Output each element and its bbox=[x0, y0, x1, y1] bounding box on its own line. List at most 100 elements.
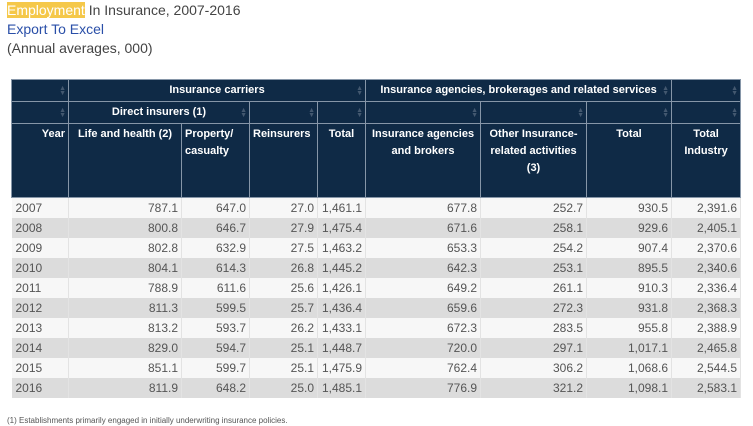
total-industry-cell: 2,388.9 bbox=[671, 318, 742, 338]
header-blank-mid-other: ▲ ▼ bbox=[480, 101, 588, 124]
life-health-cell: 829.0 bbox=[68, 338, 182, 358]
year-cell: 2016 bbox=[11, 378, 69, 398]
table-row: 2016 811.9 648.2 25.0 1,485.1 776.9 321.… bbox=[11, 378, 742, 398]
total-agencies-cell: 931.8 bbox=[586, 298, 673, 318]
life-health-cell: 788.9 bbox=[68, 278, 182, 298]
agencies-cell: 720.0 bbox=[365, 338, 482, 358]
header-insurance-agencies[interactable]: Insurance agencies, brokerages and relat… bbox=[365, 79, 673, 102]
total-agencies-cell: 930.5 bbox=[586, 197, 673, 218]
sort-icon[interactable]: ▲ ▼ bbox=[59, 106, 66, 119]
property-casualty-cell: 599.5 bbox=[181, 298, 250, 318]
total-carriers-cell: 1,461.1 bbox=[317, 197, 367, 218]
header-direct-insurers[interactable]: Direct insurers (1) ▲ ▼ bbox=[68, 101, 250, 124]
agencies-cell: 659.6 bbox=[365, 298, 482, 318]
year-cell: 2012 bbox=[11, 298, 69, 318]
sort-icon[interactable]: ▲ ▼ bbox=[731, 84, 739, 97]
total-agencies-cell: 1,068.6 bbox=[586, 358, 673, 378]
total-carriers-cell: 1,426.1 bbox=[317, 278, 367, 298]
agencies-cell: 653.3 bbox=[365, 238, 482, 258]
header-total-carriers[interactable]: Total bbox=[316, 123, 367, 198]
other-activities-cell: 306.2 bbox=[480, 358, 588, 378]
sort-icon[interactable]: ▲ ▼ bbox=[308, 106, 315, 119]
header-total-agencies[interactable]: Total bbox=[586, 123, 673, 198]
table-row: 2010 804.1 614.3 26.8 1,445.2 642.3 253.… bbox=[11, 258, 742, 278]
header-blank-top: ▲ ▼ bbox=[11, 79, 69, 102]
sort-icon[interactable]: ▲ ▼ bbox=[731, 106, 739, 119]
header-total-industry[interactable]: Total Industry bbox=[671, 123, 742, 198]
header-insurance-carriers[interactable]: Insurance carriers ▲ ▼ bbox=[67, 79, 367, 102]
total-industry-cell: 2,370.6 bbox=[671, 238, 742, 258]
total-industry-cell: 2,583.1 bbox=[671, 378, 742, 398]
year-cell: 2007 bbox=[11, 197, 69, 218]
export-to-excel-link[interactable]: Export To Excel bbox=[7, 21, 105, 37]
header-agencies-brokers[interactable]: Insurance agencies and brokers bbox=[365, 123, 482, 198]
total-industry-cell: 2,544.5 bbox=[671, 358, 742, 378]
header-blank-mid: ▲ ▼ bbox=[11, 101, 69, 124]
header-property-casualty[interactable]: Property/ casualty bbox=[181, 123, 250, 198]
year-cell: 2014 bbox=[11, 338, 69, 358]
sort-icon[interactable]: ▲ ▼ bbox=[240, 106, 247, 119]
total-carriers-cell: 1,485.1 bbox=[317, 378, 367, 398]
year-cell: 2015 bbox=[11, 358, 69, 378]
table-row: 2012 811.3 599.5 25.7 1,436.4 659.6 272.… bbox=[11, 298, 742, 318]
property-casualty-cell: 599.7 bbox=[181, 358, 250, 378]
header-blank-mid-agencies: ▲ ▼ bbox=[365, 101, 482, 124]
header-reinsurers[interactable]: Reinsurers bbox=[249, 123, 318, 198]
sort-icon[interactable]: ▲ ▼ bbox=[577, 106, 585, 119]
reinsurers-cell: 26.8 bbox=[249, 258, 318, 278]
other-activities-cell: 253.1 bbox=[480, 258, 588, 278]
header-other-activities[interactable]: Other Insurance-related activities (3) bbox=[480, 123, 588, 198]
sort-icon[interactable]: ▲ ▼ bbox=[356, 106, 364, 119]
title-rest: In Insurance, 2007-2016 bbox=[84, 2, 241, 18]
header-blank-mid-reins: ▲ ▼ bbox=[249, 101, 318, 124]
total-carriers-cell: 1,475.9 bbox=[317, 358, 367, 378]
table-row: 2009 802.8 632.9 27.5 1,463.2 653.3 254.… bbox=[11, 238, 742, 258]
total-industry-cell: 2,336.4 bbox=[671, 278, 742, 298]
life-health-cell: 813.2 bbox=[68, 318, 182, 338]
other-activities-cell: 272.3 bbox=[480, 298, 588, 318]
sort-icon[interactable]: ▲ ▼ bbox=[662, 106, 670, 119]
sort-icon[interactable]: ▲ ▼ bbox=[471, 106, 479, 119]
reinsurers-cell: 27.0 bbox=[249, 197, 318, 218]
total-carriers-cell: 1,436.4 bbox=[317, 298, 367, 318]
other-activities-cell: 283.5 bbox=[480, 318, 588, 338]
year-cell: 2011 bbox=[11, 278, 69, 298]
property-casualty-cell: 594.7 bbox=[181, 338, 250, 358]
agencies-cell: 776.9 bbox=[365, 378, 482, 398]
year-cell: 2008 bbox=[11, 218, 69, 238]
total-agencies-cell: 895.5 bbox=[586, 258, 673, 278]
header-blank-top-right: ▲ ▼ bbox=[671, 79, 742, 102]
agencies-cell: 671.6 bbox=[365, 218, 482, 238]
life-health-cell: 787.1 bbox=[68, 197, 182, 218]
header-year[interactable]: Year bbox=[11, 123, 69, 198]
other-activities-cell: 261.1 bbox=[480, 278, 588, 298]
sort-icon[interactable]: ▲ ▼ bbox=[356, 84, 364, 97]
agencies-cell: 642.3 bbox=[365, 258, 482, 278]
total-agencies-cell: 929.6 bbox=[586, 218, 673, 238]
table-row: 2015 851.1 599.7 25.1 1,475.9 762.4 306.… bbox=[11, 358, 742, 378]
reinsurers-cell: 25.1 bbox=[249, 358, 318, 378]
year-cell: 2013 bbox=[11, 318, 69, 338]
table-row: 2011 788.9 611.6 25.6 1,426.1 649.2 261.… bbox=[11, 278, 742, 298]
property-casualty-cell: 648.2 bbox=[181, 378, 250, 398]
reinsurers-cell: 27.5 bbox=[249, 238, 318, 258]
property-casualty-cell: 611.6 bbox=[181, 278, 250, 298]
reinsurers-cell: 25.1 bbox=[249, 338, 318, 358]
reinsurers-cell: 25.6 bbox=[249, 278, 318, 298]
other-activities-cell: 254.2 bbox=[480, 238, 588, 258]
total-agencies-cell: 910.3 bbox=[586, 278, 673, 298]
footnote: (1) Establishments primarily engaged in … bbox=[7, 416, 288, 425]
reinsurers-cell: 27.9 bbox=[249, 218, 318, 238]
employment-table: ▲ ▼ Insurance carriers ▲ ▼ Insurance agenci… bbox=[11, 79, 742, 398]
total-carriers-cell: 1,433.1 bbox=[317, 318, 367, 338]
sort-icon[interactable]: ▲ ▼ bbox=[59, 84, 66, 97]
year-cell: 2010 bbox=[11, 258, 69, 278]
header-life-health[interactable]: Life and health (2) bbox=[68, 123, 182, 198]
property-casualty-cell: 646.7 bbox=[181, 218, 250, 238]
other-activities-cell: 297.1 bbox=[480, 338, 588, 358]
other-activities-cell: 321.2 bbox=[480, 378, 588, 398]
life-health-cell: 811.9 bbox=[68, 378, 182, 398]
other-activities-cell: 258.1 bbox=[480, 218, 588, 238]
sort-icon[interactable]: ▲ ▼ bbox=[662, 84, 670, 97]
total-agencies-cell: 907.4 bbox=[586, 238, 673, 258]
